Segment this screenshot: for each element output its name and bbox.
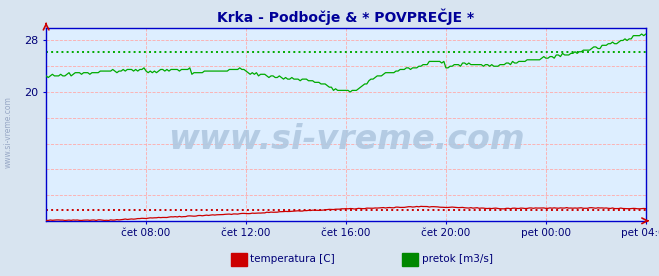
Text: www.si-vreme.com: www.si-vreme.com: [167, 123, 525, 156]
Title: Krka - Podbočje & * POVPREČJE *: Krka - Podbočje & * POVPREČJE *: [217, 9, 474, 25]
Text: temperatura [C]: temperatura [C]: [250, 254, 335, 264]
Text: pretok [m3/s]: pretok [m3/s]: [422, 254, 493, 264]
Text: www.si-vreme.com: www.si-vreme.com: [3, 97, 13, 168]
